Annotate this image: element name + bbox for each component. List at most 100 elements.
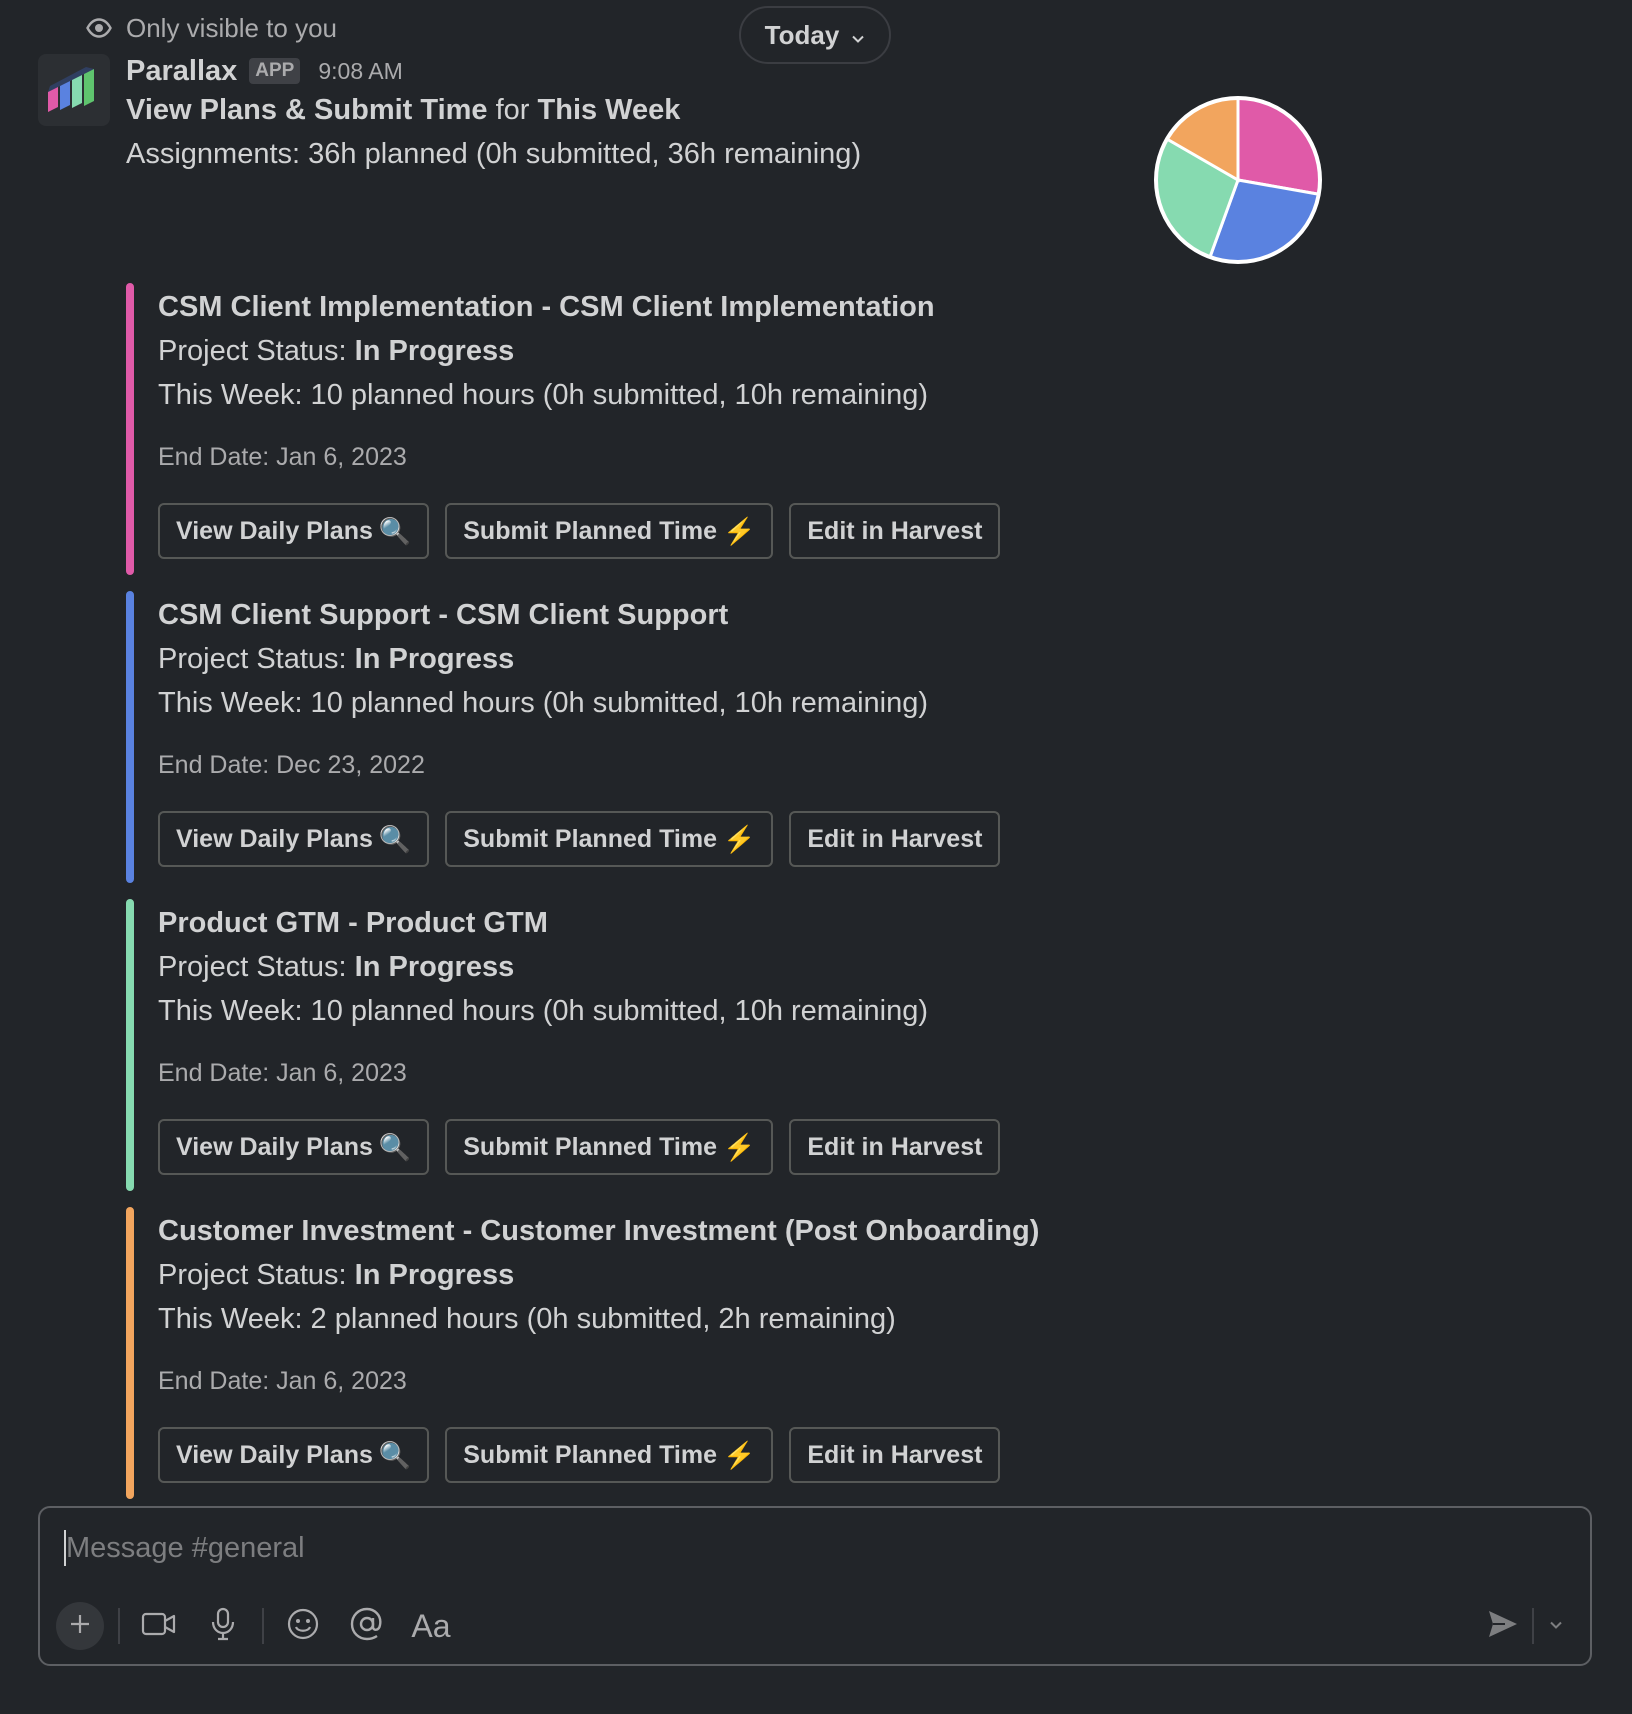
project-name: CSM Client Implementation - CSM Client I…: [158, 291, 935, 323]
pie-outline: [1154, 96, 1322, 264]
message-composer: Aa: [38, 1506, 1592, 1666]
format-text-icon: Aa: [411, 1607, 451, 1644]
message-input[interactable]: [64, 1524, 1468, 1572]
project-status: Project Status: In Progress: [158, 951, 514, 984]
project-actions: View Daily Plans 🔍 Submit Planned Time ⚡…: [158, 503, 1001, 559]
view-daily-plans-button[interactable]: View Daily Plans 🔍: [158, 1119, 430, 1175]
assignments-summary: Assignments: 36h planned (0h submitted, …: [126, 138, 862, 170]
project-end-date: End Date: Jan 6, 2023: [158, 443, 407, 471]
view-daily-plans-label: View Daily Plans: [176, 1132, 373, 1161]
project-status-value: In Progress: [354, 1259, 515, 1291]
project-name: CSM Client Support - CSM Client Support: [158, 599, 729, 631]
audio-clip-button[interactable]: [198, 1601, 248, 1651]
send-controls: [1478, 1598, 1574, 1654]
message-timestamp[interactable]: 9:08 AM: [318, 57, 403, 84]
project-status-label: Project Status:: [158, 951, 347, 983]
parallax-logo-icon: [42, 62, 106, 119]
project-card: Product GTM - Product GTM Project Status…: [126, 899, 1226, 1191]
project-week-hours: This Week: 10 planned hours (0h submitte…: [158, 995, 929, 1027]
magnifying-glass-icon: 🔍: [378, 1439, 412, 1470]
message-header: Parallax APP 9:08 AM: [126, 50, 403, 92]
video-icon: [141, 1610, 177, 1643]
summary-title: View Plans & Submit Time for This Week: [126, 94, 680, 127]
submit-planned-time-button[interactable]: Submit Planned Time ⚡: [445, 503, 774, 559]
submit-planned-time-button[interactable]: Submit Planned Time ⚡: [445, 1427, 774, 1483]
edit-in-harvest-label: Edit in Harvest: [807, 516, 983, 545]
project-status-value: In Progress: [354, 335, 515, 367]
microphone-icon: [209, 1607, 237, 1646]
project-end-date: End Date: Dec 23, 2022: [158, 751, 425, 779]
view-daily-plans-label: View Daily Plans: [176, 824, 373, 853]
composer-toolbar: Aa: [56, 1598, 456, 1654]
visibility-note: Only visible to you: [86, 10, 337, 46]
summary-for: for: [495, 94, 530, 126]
app-badge: APP: [249, 58, 301, 84]
project-card: Customer Investment - Customer Investmen…: [126, 1207, 1226, 1499]
project-week-hours: This Week: 10 planned hours (0h submitte…: [158, 687, 929, 719]
project-color-bar: [126, 591, 134, 883]
project-week-hours: This Week: 10 planned hours (0h submitte…: [158, 379, 929, 411]
project-actions: View Daily Plans 🔍 Submit Planned Time ⚡…: [158, 1427, 1001, 1483]
edit-in-harvest-button[interactable]: Edit in Harvest: [789, 503, 1001, 559]
lightning-icon: ⚡: [723, 823, 756, 854]
eye-icon: [86, 18, 112, 38]
edit-in-harvest-button[interactable]: Edit in Harvest: [789, 811, 1001, 867]
submit-planned-time-button[interactable]: Submit Planned Time ⚡: [445, 1119, 774, 1175]
mention-icon: [349, 1606, 385, 1647]
pie-slice-1: [1236, 96, 1322, 196]
project-status-value: In Progress: [354, 951, 515, 983]
project-card: CSM Client Support - CSM Client Support …: [126, 591, 1226, 883]
project-status: Project Status: In Progress: [158, 335, 514, 368]
project-actions: View Daily Plans 🔍 Submit Planned Time ⚡…: [158, 1119, 1001, 1175]
send-options-button[interactable]: [1538, 1601, 1574, 1651]
visibility-text: Only visible to you: [126, 12, 337, 43]
view-plans-link[interactable]: View Plans & Submit Time: [126, 94, 488, 126]
summary-period: This Week: [537, 94, 681, 126]
edit-in-harvest-label: Edit in Harvest: [807, 824, 983, 853]
view-daily-plans-label: View Daily Plans: [176, 1440, 373, 1469]
view-daily-plans-label: View Daily Plans: [176, 516, 373, 545]
magnifying-glass-icon: 🔍: [378, 823, 412, 854]
view-daily-plans-button[interactable]: View Daily Plans 🔍: [158, 1427, 430, 1483]
sender-name[interactable]: Parallax: [126, 54, 238, 87]
project-status-label: Project Status:: [158, 643, 347, 675]
submit-planned-time-label: Submit Planned Time: [463, 1440, 717, 1469]
pie-chart-svg: [1154, 96, 1322, 264]
project-name: Customer Investment - Customer Investmen…: [158, 1215, 1040, 1247]
magnifying-glass-icon: 🔍: [378, 515, 412, 546]
video-clip-button[interactable]: [134, 1601, 184, 1651]
toolbar-divider: [262, 1608, 264, 1644]
submit-planned-time-button[interactable]: Submit Planned Time ⚡: [445, 811, 774, 867]
plus-button[interactable]: [56, 1602, 104, 1650]
project-actions: View Daily Plans 🔍 Submit Planned Time ⚡…: [158, 811, 1001, 867]
submit-planned-time-label: Submit Planned Time: [463, 1132, 717, 1161]
project-status: Project Status: In Progress: [158, 1259, 514, 1292]
date-divider-label: Today: [764, 19, 840, 50]
emoji-icon: [286, 1607, 320, 1646]
send-button[interactable]: [1478, 1601, 1528, 1651]
send-divider: [1532, 1608, 1534, 1644]
project-status-label: Project Status:: [158, 335, 347, 367]
project-end-date: End Date: Jan 6, 2023: [158, 1367, 407, 1395]
emoji-button[interactable]: [278, 1601, 328, 1651]
lightning-icon: ⚡: [723, 1439, 756, 1470]
mention-button[interactable]: [342, 1601, 392, 1651]
magnifying-glass-icon: 🔍: [378, 1131, 412, 1162]
submit-planned-time-label: Submit Planned Time: [463, 516, 717, 545]
edit-in-harvest-label: Edit in Harvest: [807, 1132, 983, 1161]
edit-in-harvest-button[interactable]: Edit in Harvest: [789, 1427, 1001, 1483]
view-daily-plans-button[interactable]: View Daily Plans 🔍: [158, 811, 430, 867]
project-color-bar: [126, 899, 134, 1191]
lightning-icon: ⚡: [723, 515, 756, 546]
edit-in-harvest-label: Edit in Harvest: [807, 1440, 983, 1469]
project-status: Project Status: In Progress: [158, 643, 514, 676]
edit-in-harvest-button[interactable]: Edit in Harvest: [789, 1119, 1001, 1175]
project-week-hours: This Week: 2 planned hours (0h submitted…: [158, 1303, 896, 1335]
app-avatar[interactable]: [38, 54, 110, 126]
project-name: Product GTM - Product GTM: [158, 907, 548, 939]
hours-pie-chart: [1150, 92, 1326, 268]
view-daily-plans-button[interactable]: View Daily Plans 🔍: [158, 503, 430, 559]
formatting-button[interactable]: Aa: [406, 1601, 456, 1651]
date-divider-button[interactable]: Today: [739, 6, 891, 64]
send-icon: [1487, 1609, 1519, 1644]
